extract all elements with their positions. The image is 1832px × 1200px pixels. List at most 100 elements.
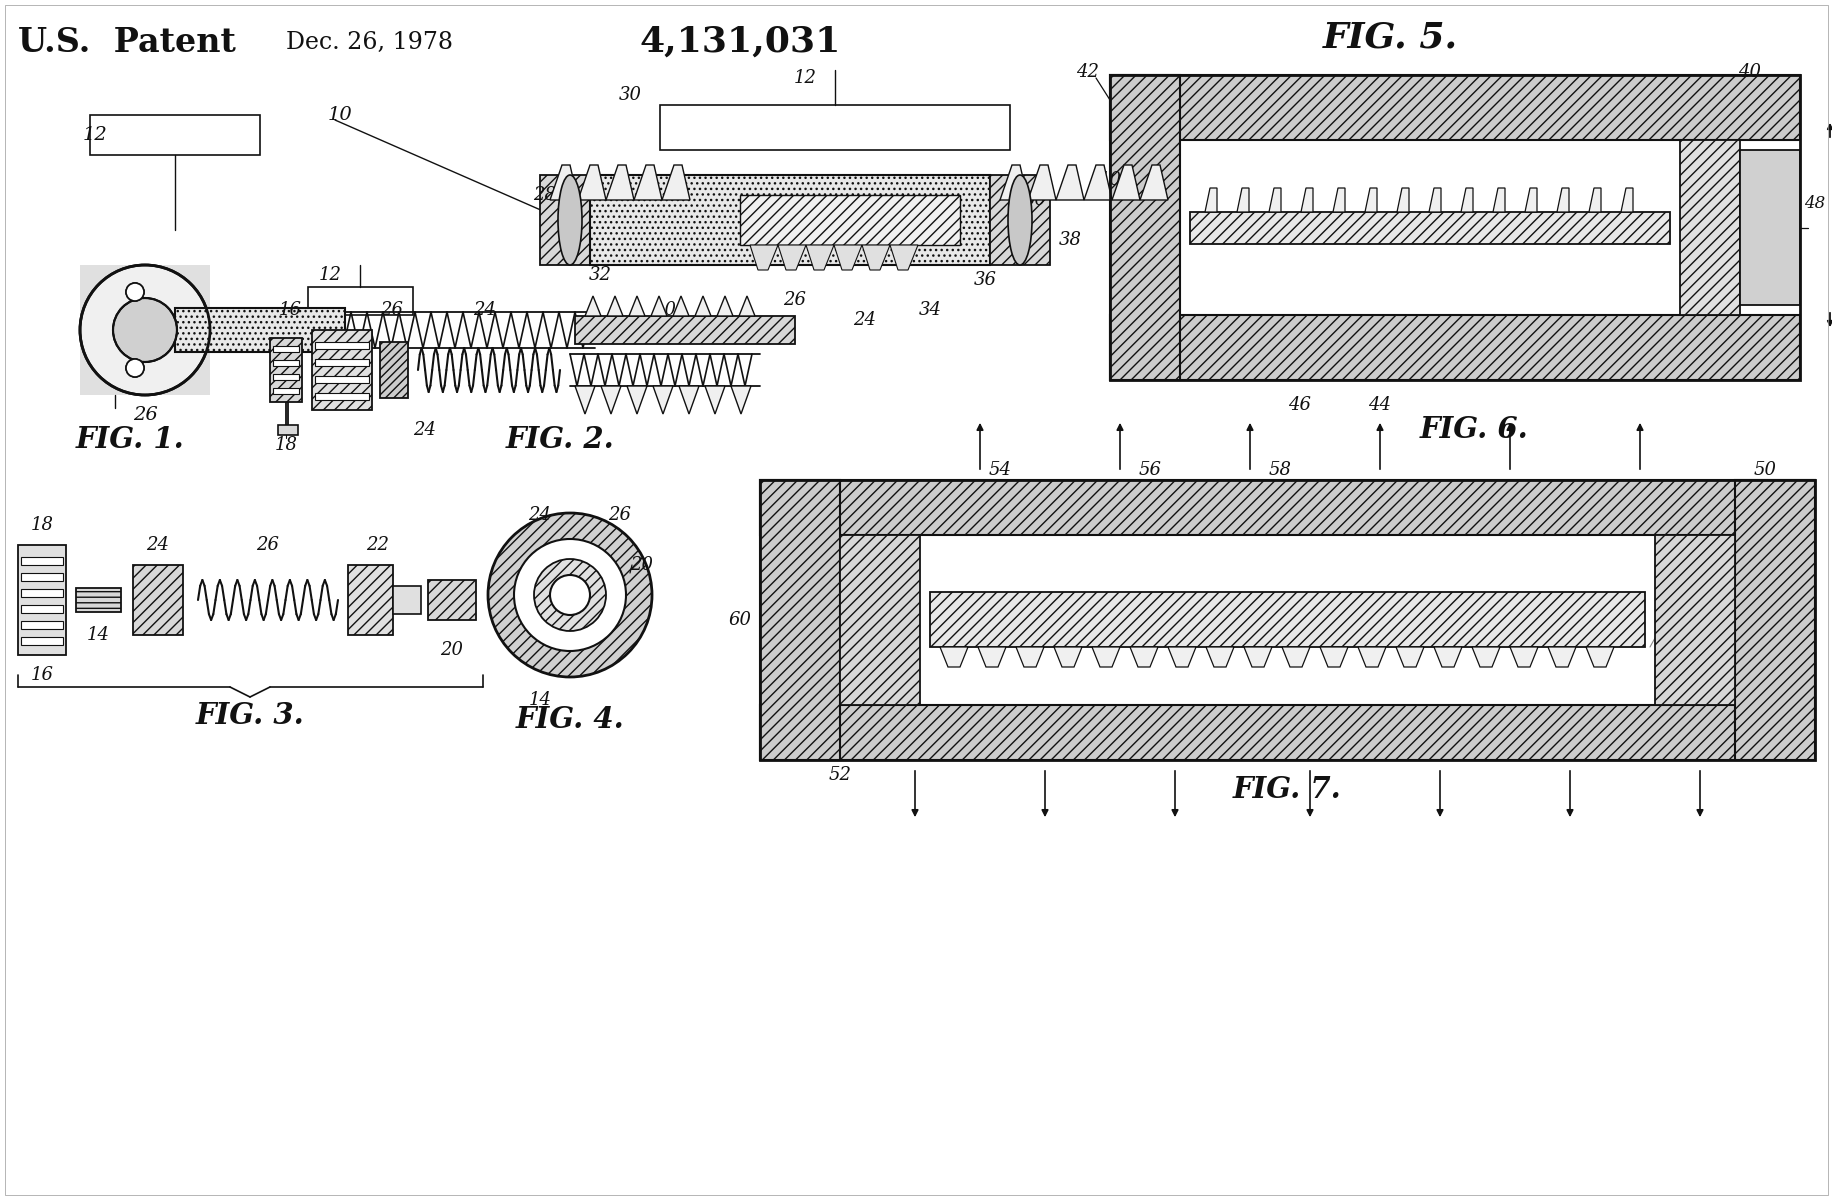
Bar <box>929 592 1643 647</box>
Bar <box>20 589 62 596</box>
Polygon shape <box>834 245 861 270</box>
Polygon shape <box>890 245 918 270</box>
Bar <box>392 586 421 614</box>
Bar <box>660 104 1009 150</box>
Text: 52: 52 <box>828 766 852 784</box>
Bar <box>575 316 795 344</box>
Circle shape <box>487 514 652 677</box>
Circle shape <box>126 359 145 377</box>
Polygon shape <box>1396 647 1423 667</box>
Bar <box>278 425 299 434</box>
Text: 10: 10 <box>654 301 676 319</box>
Bar <box>1654 535 1735 704</box>
Text: FIG. 7.: FIG. 7. <box>1231 775 1341 804</box>
Text: 54: 54 <box>987 461 1011 479</box>
Polygon shape <box>1301 188 1312 212</box>
Ellipse shape <box>557 175 583 265</box>
Text: 26: 26 <box>256 536 278 554</box>
Bar <box>20 572 62 581</box>
Bar <box>427 580 476 620</box>
Bar <box>760 480 839 760</box>
Polygon shape <box>1332 188 1345 212</box>
Text: 24: 24 <box>854 311 876 329</box>
Polygon shape <box>1092 647 1119 667</box>
Polygon shape <box>1205 647 1233 667</box>
Bar <box>1739 150 1799 305</box>
Text: 12: 12 <box>319 266 341 284</box>
Polygon shape <box>1244 647 1271 667</box>
Bar <box>20 605 62 613</box>
Bar <box>1735 480 1814 760</box>
Circle shape <box>126 283 145 301</box>
Text: 12: 12 <box>793 68 815 86</box>
Text: 18: 18 <box>31 516 53 534</box>
Text: 32: 32 <box>588 266 612 284</box>
Polygon shape <box>716 296 733 316</box>
Polygon shape <box>731 386 751 414</box>
Bar <box>740 194 960 245</box>
Polygon shape <box>1055 164 1083 200</box>
Bar <box>273 346 299 352</box>
Bar <box>1110 74 1799 380</box>
Bar <box>1189 212 1669 244</box>
Text: 60: 60 <box>727 611 751 629</box>
Text: 36: 36 <box>973 271 997 289</box>
Text: 42: 42 <box>1075 62 1099 80</box>
Bar <box>20 557 62 565</box>
Polygon shape <box>978 647 1006 667</box>
Text: Dec. 26, 1978: Dec. 26, 1978 <box>286 30 453 54</box>
Polygon shape <box>1112 164 1140 200</box>
Text: 22: 22 <box>366 536 388 554</box>
Text: 26: 26 <box>132 406 158 424</box>
Polygon shape <box>661 164 689 200</box>
Polygon shape <box>1129 647 1158 667</box>
Bar <box>839 535 920 704</box>
Polygon shape <box>1281 647 1310 667</box>
Polygon shape <box>940 647 967 667</box>
Polygon shape <box>672 296 689 316</box>
Polygon shape <box>1429 188 1440 212</box>
Polygon shape <box>1396 188 1409 212</box>
Polygon shape <box>652 386 672 414</box>
Polygon shape <box>1358 647 1385 667</box>
Circle shape <box>126 359 145 377</box>
Circle shape <box>533 559 606 631</box>
Text: 30: 30 <box>1022 191 1046 209</box>
Text: 56: 56 <box>1138 461 1161 479</box>
Polygon shape <box>1433 647 1462 667</box>
Polygon shape <box>1365 188 1376 212</box>
Bar <box>1680 140 1739 314</box>
Polygon shape <box>1000 164 1028 200</box>
Bar <box>18 545 66 655</box>
Bar <box>348 565 392 635</box>
Bar <box>590 175 989 265</box>
Polygon shape <box>678 386 698 414</box>
Polygon shape <box>1237 188 1248 212</box>
Polygon shape <box>694 296 711 316</box>
Text: FIG. 1.: FIG. 1. <box>75 426 185 455</box>
Text: 26: 26 <box>381 301 403 319</box>
Circle shape <box>513 539 627 650</box>
Polygon shape <box>705 386 725 414</box>
Text: FIG. 4.: FIG. 4. <box>515 706 625 734</box>
Polygon shape <box>777 245 806 270</box>
Bar <box>540 175 595 265</box>
Bar <box>81 265 211 395</box>
Bar <box>760 480 1814 760</box>
Text: FIG. 5.: FIG. 5. <box>1321 20 1456 55</box>
Text: 34: 34 <box>918 301 942 319</box>
Circle shape <box>550 575 590 614</box>
Circle shape <box>114 298 178 362</box>
Text: 24: 24 <box>147 536 169 554</box>
Polygon shape <box>1140 164 1167 200</box>
Bar <box>311 330 372 410</box>
Bar <box>379 342 409 398</box>
Bar <box>989 175 1050 265</box>
Polygon shape <box>1204 188 1216 212</box>
Circle shape <box>81 265 211 395</box>
Polygon shape <box>749 245 777 270</box>
Polygon shape <box>550 164 577 200</box>
Polygon shape <box>1619 188 1632 212</box>
Bar <box>20 637 62 646</box>
Polygon shape <box>1524 188 1537 212</box>
